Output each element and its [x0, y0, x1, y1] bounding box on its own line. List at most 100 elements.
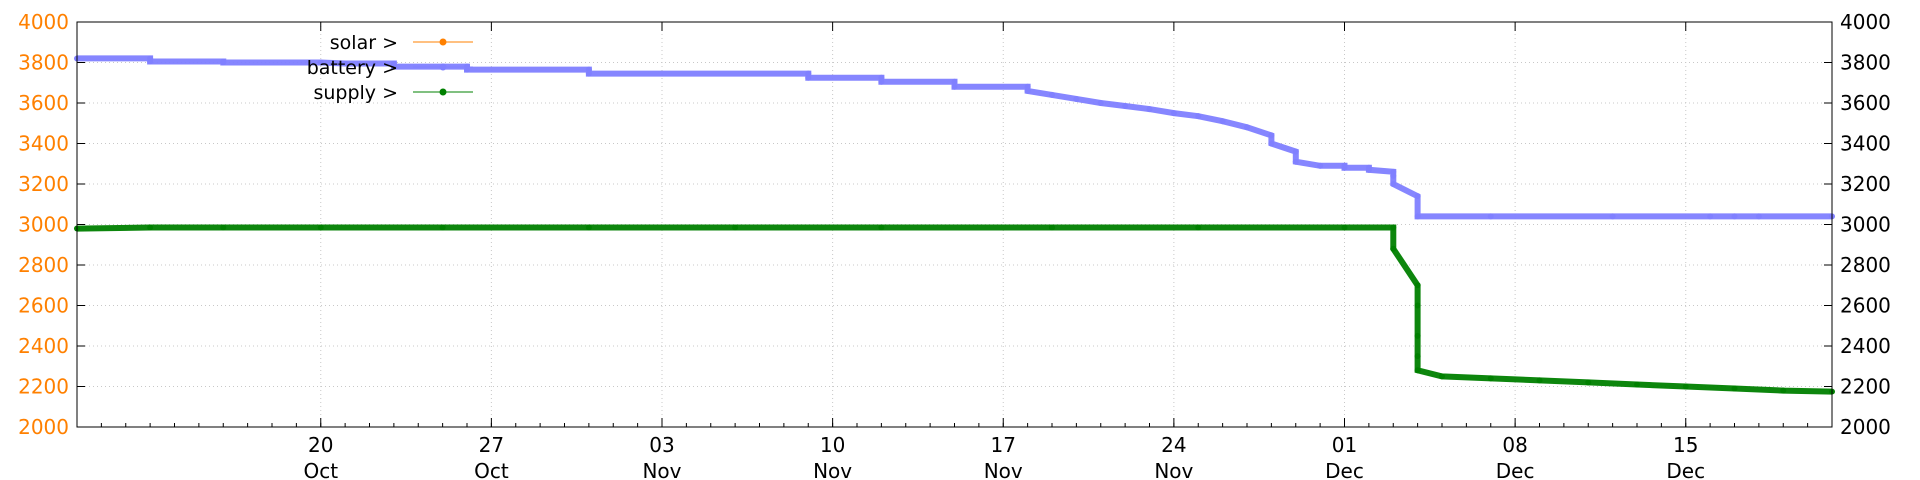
series-1-point: [1707, 213, 1714, 220]
x-tick-label-day: 08: [1502, 433, 1527, 457]
x-tick-label-month: Nov: [642, 459, 681, 480]
series-1-point: [1097, 100, 1104, 106]
series-1-point: [585, 70, 592, 77]
y-tick-label-right: 2200: [1840, 375, 1891, 399]
series-1-point: [1049, 91, 1055, 98]
series-1-point: [1219, 118, 1226, 125]
x-tick-label-day: 17: [991, 433, 1016, 457]
y-tick-label-left: 3800: [18, 51, 69, 75]
x-tick-label-day: 24: [1161, 433, 1186, 457]
x-tick-label-month: Dec: [1666, 459, 1705, 480]
x-tick-label-day: 15: [1673, 433, 1698, 457]
series-1-point: [951, 83, 958, 90]
y-tick-label-left: 2800: [18, 253, 69, 277]
series-1-point: [1195, 113, 1202, 120]
x-tick-label-month: Oct: [303, 459, 338, 480]
series-1-point: [390, 63, 397, 70]
series-2-point: [317, 224, 324, 231]
series-1-point: [1390, 181, 1397, 187]
x-tick-label-day: 10: [820, 433, 845, 457]
series-2-point: [1439, 373, 1445, 380]
series-1-point: [1146, 106, 1153, 113]
x-tick-label-month: Oct: [474, 459, 509, 480]
x-tick-label-day: 20: [308, 433, 333, 457]
y-tick-label-left: 2000: [18, 415, 69, 439]
y-tick-label-left: 4000: [18, 10, 69, 34]
series-1-point: [951, 78, 958, 85]
x-tick-label-month: Nov: [813, 459, 852, 480]
series-1-point: [805, 74, 812, 81]
legend-label-1: battery >: [307, 57, 398, 79]
y-tick-label-right: 3000: [1840, 213, 1891, 237]
y-tick-label-left: 3600: [18, 91, 69, 115]
series-1-point: [1122, 103, 1129, 110]
series-2-point: [1195, 224, 1202, 231]
series-1-point: [1414, 193, 1421, 200]
series-2-point: [1414, 367, 1421, 374]
legend-sample-dot-2: [439, 88, 447, 96]
series-2-point: [1414, 353, 1421, 360]
legend: solar > battery > supply >: [307, 32, 473, 104]
series-1-point: [1731, 213, 1738, 220]
series-2-point: [878, 224, 885, 231]
y-tick-label-right: 3800: [1840, 51, 1891, 75]
y-tick-label-right: 2800: [1840, 253, 1891, 277]
series-2-point: [1731, 385, 1738, 392]
series-line-2: [76, 224, 1833, 395]
y-tick-label-right: 3400: [1840, 132, 1891, 156]
y-tick-label-left: 3400: [18, 132, 69, 156]
series-2-point: [1780, 387, 1787, 394]
series-2-point: [1390, 245, 1397, 252]
series-1-point: [464, 66, 470, 73]
y-tick-label-left: 2400: [18, 334, 69, 358]
series-1-point: [220, 59, 227, 66]
y-tick-label-right: 3600: [1840, 91, 1891, 115]
y-tick-label-right: 3200: [1840, 172, 1891, 196]
series-1-point: [1268, 132, 1275, 139]
legend-sample-dot-0: [439, 38, 447, 46]
y-tick-label-right: 4000: [1840, 10, 1891, 34]
series-1-point: [1268, 140, 1275, 147]
y-tick-label-left: 3000: [18, 213, 69, 237]
series-2-point: [220, 224, 227, 231]
y-tick-label-left: 3200: [18, 172, 69, 196]
series-1-point: [1414, 213, 1421, 220]
series-2-point: [732, 224, 739, 231]
series-1-point: [1365, 166, 1372, 173]
series-2-point: [1585, 379, 1592, 386]
legend-sample-dot-1: [439, 63, 447, 71]
y-tick-label-right: 2600: [1840, 294, 1891, 318]
y-tick-label-right: 2000: [1840, 415, 1891, 439]
y-tick-label-left: 2200: [18, 375, 69, 399]
series-1-point: [1755, 213, 1762, 220]
series-2-point: [1414, 282, 1421, 289]
series-1-point: [342, 60, 349, 67]
series-1-point: [878, 78, 885, 85]
series-2-point: [585, 224, 592, 231]
x-tick-label-month: Dec: [1496, 459, 1535, 480]
series-1-point: [1292, 148, 1299, 155]
x-tick-label-day: 01: [1332, 433, 1357, 457]
series-1-point: [1244, 124, 1250, 131]
series-2-point: [1341, 224, 1348, 231]
series-1-point: [1487, 213, 1494, 220]
series-layer: [74, 55, 1835, 395]
series-1-point: [147, 58, 154, 65]
legend-label-2: supply >: [313, 82, 398, 104]
x-tick-label-month: Nov: [1154, 459, 1193, 480]
series-1-point: [1170, 110, 1177, 117]
x-tick-label-month: Nov: [984, 459, 1023, 480]
series-1-point: [1341, 164, 1348, 171]
series-2-point: [439, 224, 446, 231]
series-1-point: [1024, 87, 1031, 94]
series-2-point: [1390, 224, 1397, 231]
series-2-point: [1487, 375, 1494, 382]
y-tick-label-left: 2600: [18, 294, 69, 318]
series-1-point: [1609, 213, 1616, 220]
y-tick-label-right: 2400: [1840, 334, 1891, 358]
x-tick-label-month: Dec: [1325, 459, 1364, 480]
x-tick-label-day: 27: [479, 433, 504, 457]
series-2-point: [1414, 302, 1421, 309]
series-1-point: [1317, 162, 1324, 169]
